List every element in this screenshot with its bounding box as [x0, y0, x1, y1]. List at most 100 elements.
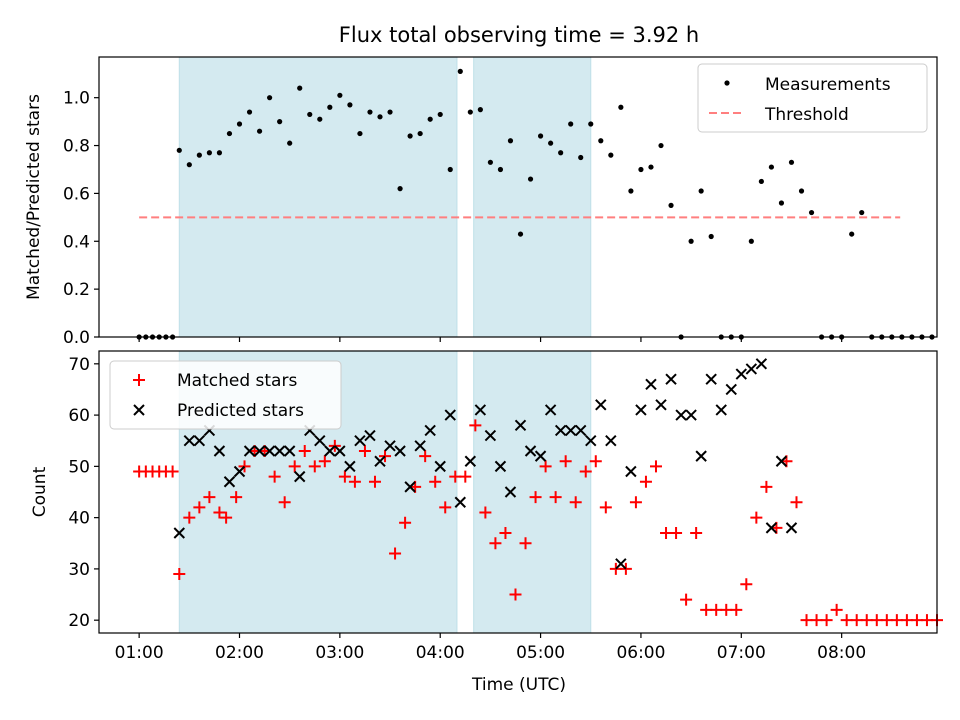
matched-star-point [920, 614, 933, 627]
predicted-star-point [635, 404, 647, 416]
legend-label-threshold: Threshold [764, 105, 849, 125]
matched-star-point [469, 419, 482, 432]
matched-star-point [429, 475, 442, 488]
predicted-star-point [494, 460, 507, 473]
matched-star-point [670, 527, 683, 540]
measurement-point [267, 95, 273, 101]
matched-star-point [489, 537, 502, 550]
measurement-point [317, 116, 323, 122]
matched-star-point [649, 460, 662, 473]
predicted-star-point [514, 419, 527, 432]
measurement-point [377, 114, 383, 120]
matched-star-point [850, 614, 863, 627]
matched-star-point [549, 491, 562, 504]
matched-star-point [288, 460, 301, 473]
predicted-star-point [233, 465, 246, 478]
count-points [133, 358, 943, 627]
measurement-point [608, 152, 614, 158]
y-tick-label: 70 [68, 355, 90, 375]
matched-star-point [328, 439, 341, 452]
measurement-point [658, 142, 664, 149]
measurement-point [698, 188, 704, 194]
legend-marker-plus [133, 374, 145, 386]
predicted-star-point [755, 358, 768, 370]
matched-star-point [348, 475, 361, 488]
matched-star-point [220, 511, 233, 524]
x-tick-label: 03:00 [315, 643, 364, 663]
y-axis-ticks: 0.0 0.2 0.4 0.6 0.8 1.0 [63, 89, 99, 348]
measurement-point [849, 231, 855, 237]
measurement-point [186, 162, 192, 168]
matched-star-point [439, 501, 452, 514]
matched-star-point [173, 568, 186, 581]
predicted-star-point [394, 445, 406, 457]
measurement-point [618, 104, 624, 110]
predicted-star-point [504, 486, 517, 498]
y-tick-label: 20 [68, 611, 90, 631]
matched-star-point [800, 614, 813, 627]
measurement-point [307, 111, 313, 118]
matched-star-point [419, 450, 432, 463]
legend-label-measurements: Measurements [765, 75, 891, 95]
predicted-star-point [745, 363, 758, 375]
matched-star-point [298, 444, 311, 457]
observing-window [178, 56, 458, 338]
matched-star-point [750, 511, 763, 524]
matched-star-point [890, 614, 903, 627]
matched-star-point [389, 547, 402, 560]
x-tick-label: 06:00 [616, 643, 665, 663]
matched-star-point [860, 614, 873, 627]
matched-star-point [509, 588, 522, 601]
predicted-star-point [665, 373, 677, 385]
x-tick-label: 07:00 [717, 643, 766, 663]
measurement-point [246, 109, 253, 115]
legend: Measurements Threshold [697, 63, 928, 133]
x-tick-label: 02:00 [215, 643, 264, 663]
measurement-point [768, 164, 775, 170]
predicted-star-point [314, 435, 326, 447]
predicted-star-point [454, 496, 467, 508]
measurement-point [548, 140, 554, 146]
predicted-star-point [344, 460, 356, 473]
measurement-point [176, 147, 182, 153]
matched-star-point [609, 562, 622, 575]
predicted-star-point [575, 424, 587, 437]
y-tick-label: 50 [68, 457, 90, 477]
measurement-point [206, 150, 212, 156]
measurement-point [297, 85, 303, 91]
predicted-star-point [544, 404, 557, 416]
plot-frame [98, 56, 938, 338]
measurement-point [337, 92, 343, 98]
matched-star-point [660, 527, 673, 540]
measurement-point [327, 104, 333, 110]
matched-star-point [459, 470, 472, 483]
legend-marker-dot [724, 80, 730, 86]
predicted-star-point [223, 476, 236, 488]
predicted-star-point [695, 450, 707, 462]
measurement-point [387, 109, 393, 115]
matched-star-point [559, 455, 572, 468]
matched-star-point [230, 491, 243, 504]
y-tick-label: 0.4 [63, 232, 90, 252]
predicted-star-point [334, 445, 346, 457]
matched-star-point [830, 603, 843, 616]
matched-star-point [870, 614, 883, 627]
predicted-star-point [605, 435, 617, 447]
measurement-point [859, 209, 865, 216]
matched-star-point [810, 614, 823, 627]
measurement-point [357, 130, 363, 137]
measurement-point [437, 111, 443, 118]
predicted-star-point [384, 440, 396, 452]
predicted-star-point [243, 445, 256, 457]
measurement-point [558, 150, 564, 156]
measurement-point [216, 150, 223, 156]
measurement-point [798, 188, 805, 194]
matched-star-point [193, 501, 206, 514]
observing-window [473, 350, 592, 634]
predicted-star-point [645, 378, 657, 391]
predicted-star-point [324, 445, 336, 457]
legend: Matched stars Predicted stars [109, 360, 342, 430]
predicted-star-point [273, 445, 286, 457]
measurement-point [226, 130, 233, 137]
observing-window [473, 56, 592, 338]
